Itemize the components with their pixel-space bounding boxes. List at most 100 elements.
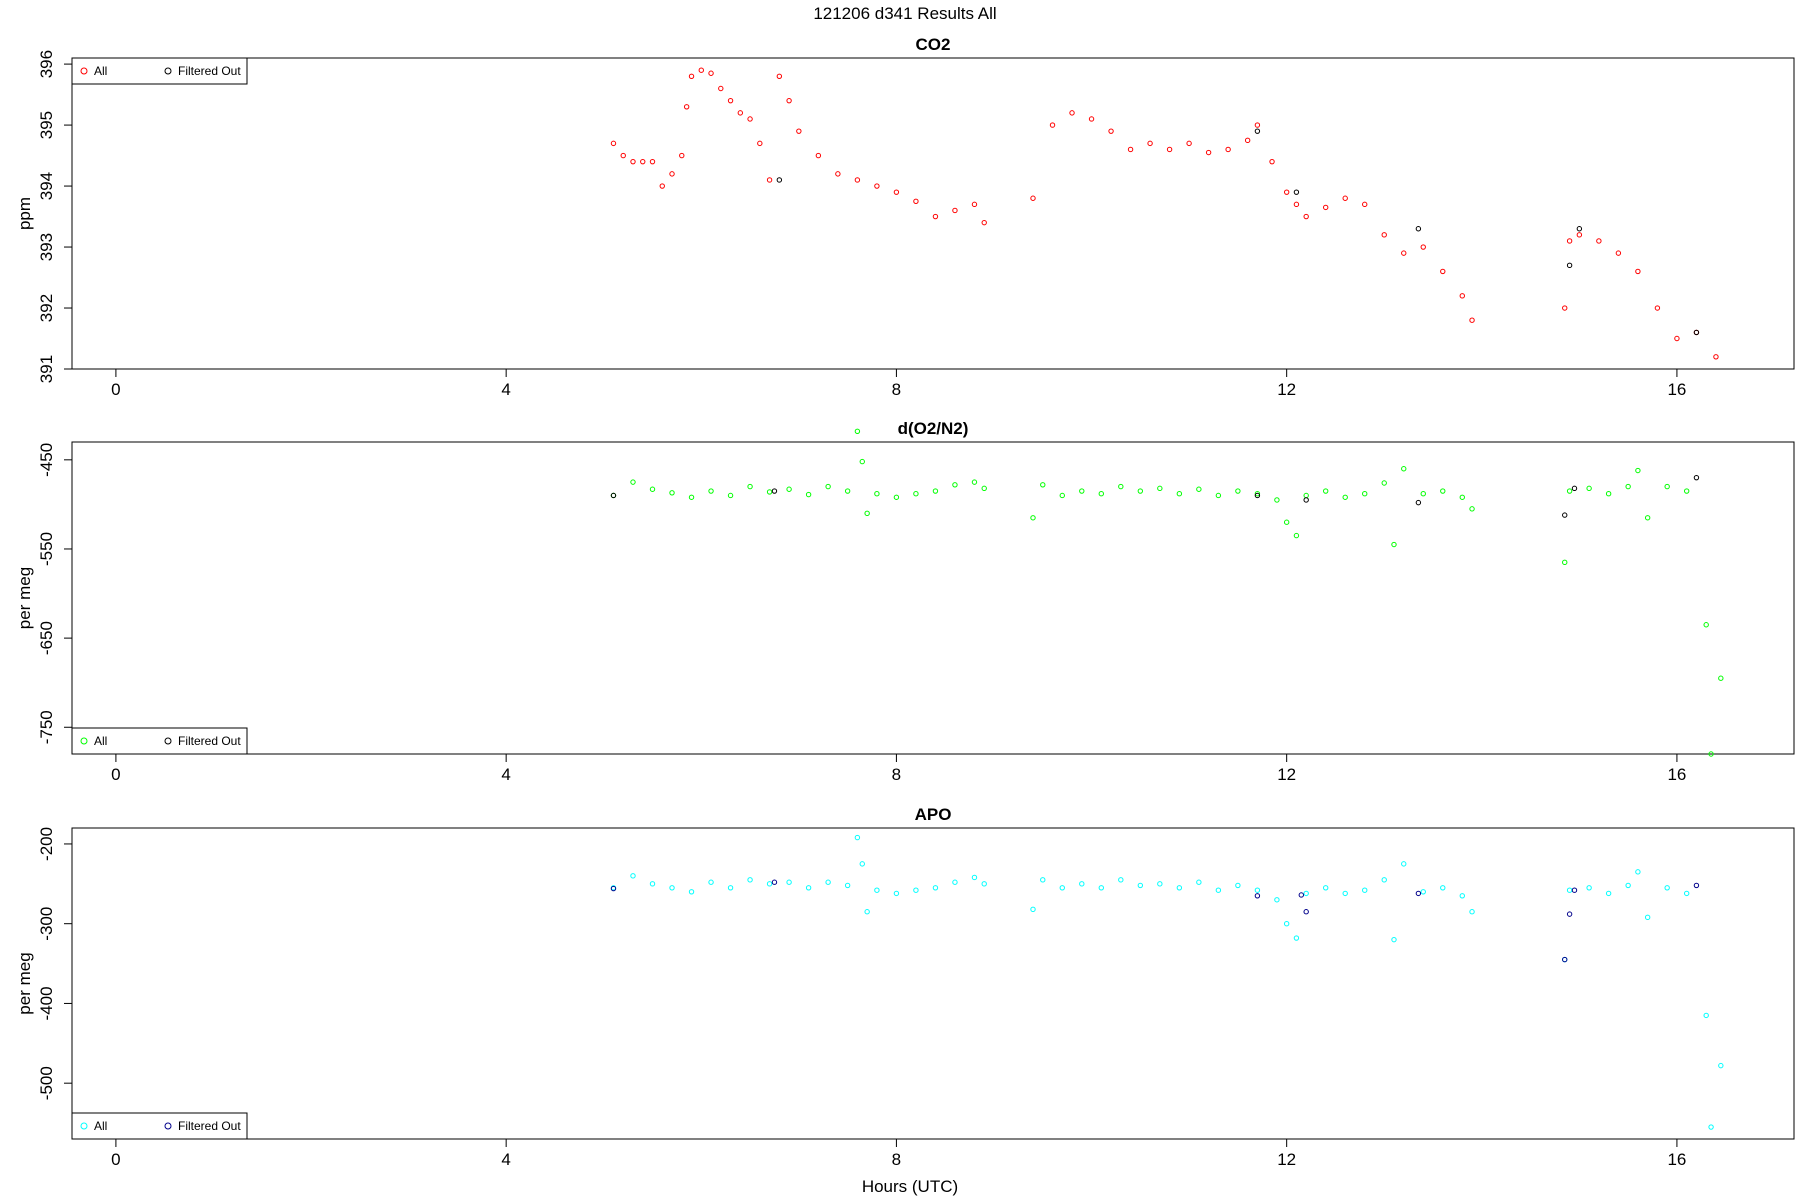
point-d-o2-n2-all-13 bbox=[854, 428, 861, 435]
point-d-o2-n2-all-56 bbox=[1644, 515, 1651, 521]
series-apo-filtered-out bbox=[610, 879, 1700, 963]
x-tick-label-apo-16: 16 bbox=[1667, 1150, 1686, 1169]
legend-marker-apo-filtered-out bbox=[164, 1122, 172, 1130]
point-d-o2-n2-all-41 bbox=[1342, 494, 1348, 500]
legend-label-co2-filtered-out: Filtered Out bbox=[178, 64, 241, 78]
point-d-o2-n2-all-37 bbox=[1283, 519, 1290, 525]
point-d-o2-n2-all-29 bbox=[1137, 488, 1144, 494]
point-apo-all-24 bbox=[1040, 877, 1046, 883]
plot-frame-co2 bbox=[71, 57, 1795, 370]
point-d-o2-n2-all-16 bbox=[874, 491, 880, 497]
point-d-o2-n2-all-27 bbox=[1098, 491, 1104, 497]
point-co2-all-18 bbox=[776, 73, 783, 79]
point-apo-all-35 bbox=[1254, 887, 1261, 893]
point-co2-all-28 bbox=[952, 207, 958, 214]
point-d-o2-n2-all-26 bbox=[1079, 488, 1085, 494]
panel-title-apo: APO bbox=[915, 805, 952, 824]
point-apo-all-52 bbox=[1586, 885, 1592, 891]
point-apo-all-9 bbox=[786, 879, 792, 885]
x-tick-label-co2-0: 0 bbox=[111, 380, 120, 399]
y-axis-label-apo: per meg bbox=[15, 952, 34, 1014]
point-co2-all-9 bbox=[688, 73, 695, 79]
point-co2-all-21 bbox=[815, 152, 822, 159]
point-apo-filtered-out-9 bbox=[1693, 882, 1700, 889]
point-apo-all-38 bbox=[1293, 935, 1300, 941]
point-co2-all-15 bbox=[747, 116, 753, 122]
point-apo-all-54 bbox=[1625, 882, 1631, 889]
point-d-o2-n2-all-15 bbox=[864, 510, 870, 517]
point-co2-filtered-out-5 bbox=[1576, 226, 1583, 232]
legend-label-co2-all: All bbox=[94, 64, 107, 78]
point-co2-all-25 bbox=[893, 189, 900, 195]
point-d-o2-n2-all-53 bbox=[1605, 491, 1612, 497]
legend-marker-co2-filtered-out bbox=[164, 67, 172, 75]
plot-frame-d-o2-n2 bbox=[71, 441, 1795, 755]
x-tick-label-apo-0: 0 bbox=[111, 1150, 120, 1169]
point-co2-all-63 bbox=[1654, 305, 1661, 311]
point-apo-all-25 bbox=[1059, 885, 1065, 891]
point-d-o2-n2-all-40 bbox=[1322, 488, 1329, 494]
y-axis-label-d-o2-n2: per meg bbox=[15, 567, 34, 629]
x-tick-label-apo-12: 12 bbox=[1277, 1150, 1296, 1169]
point-co2-all-51 bbox=[1381, 232, 1387, 238]
point-d-o2-n2-all-50 bbox=[1562, 559, 1568, 566]
point-co2-all-66 bbox=[1713, 354, 1719, 360]
point-d-o2-n2-all-17 bbox=[893, 494, 900, 500]
point-co2-all-53 bbox=[1420, 244, 1426, 250]
point-apo-filtered-out-1 bbox=[771, 879, 778, 885]
point-co2-all-56 bbox=[1469, 317, 1475, 323]
x-tick-label-co2-16: 16 bbox=[1667, 380, 1686, 399]
point-apo-all-61 bbox=[1718, 1062, 1724, 1069]
point-apo-all-19 bbox=[932, 885, 939, 891]
point-apo-all-21 bbox=[971, 874, 978, 881]
point-d-o2-n2-all-46 bbox=[1420, 491, 1426, 497]
point-apo-all-6 bbox=[727, 885, 734, 891]
point-co2-all-14 bbox=[737, 110, 744, 116]
point-apo-filtered-out-0 bbox=[610, 885, 617, 892]
point-d-o2-n2-all-6 bbox=[727, 492, 734, 499]
point-co2-all-34 bbox=[1088, 116, 1095, 122]
y-tick-label-d-o2-n2-450: -450 bbox=[37, 443, 56, 477]
point-co2-all-31 bbox=[1030, 195, 1036, 201]
point-d-o2-n2-all-60 bbox=[1708, 751, 1714, 757]
point-co2-all-33 bbox=[1069, 110, 1075, 116]
point-apo-all-2 bbox=[649, 881, 656, 887]
point-co2-all-8 bbox=[683, 104, 690, 110]
point-d-o2-n2-all-24 bbox=[1040, 482, 1046, 488]
point-d-o2-n2-all-42 bbox=[1362, 491, 1368, 497]
point-d-o2-n2-all-61 bbox=[1718, 675, 1724, 681]
point-co2-all-42 bbox=[1244, 137, 1251, 144]
point-co2-all-43 bbox=[1254, 122, 1261, 128]
point-apo-all-12 bbox=[844, 882, 851, 889]
point-co2-all-52 bbox=[1401, 250, 1407, 256]
point-d-o2-n2-all-1 bbox=[630, 479, 636, 485]
point-apo-all-7 bbox=[747, 877, 753, 883]
point-apo-filtered-out-5 bbox=[1415, 890, 1422, 897]
point-d-o2-n2-all-48 bbox=[1459, 494, 1465, 500]
point-d-o2-n2-all-58 bbox=[1683, 488, 1690, 494]
point-d-o2-n2-all-23 bbox=[1030, 515, 1036, 521]
point-co2-all-7 bbox=[679, 152, 685, 159]
legend-marker-d-o2-n2-filtered-out bbox=[164, 737, 172, 745]
point-co2-all-37 bbox=[1147, 140, 1153, 147]
point-d-o2-n2-filtered-out-1 bbox=[771, 488, 778, 494]
point-co2-all-20 bbox=[796, 128, 802, 134]
point-apo-all-32 bbox=[1196, 879, 1202, 885]
point-co2-filtered-out-3 bbox=[1415, 226, 1422, 232]
point-d-o2-n2-all-5 bbox=[708, 488, 714, 494]
point-apo-all-40 bbox=[1322, 885, 1329, 891]
point-apo-all-55 bbox=[1635, 869, 1641, 875]
y-tick-label-co2-392: 392 bbox=[37, 294, 56, 322]
point-apo-all-1 bbox=[630, 873, 636, 879]
point-co2-all-48 bbox=[1322, 204, 1329, 211]
point-apo-all-34 bbox=[1235, 882, 1241, 889]
point-d-o2-n2-all-33 bbox=[1215, 492, 1222, 499]
point-co2-all-2 bbox=[630, 158, 636, 165]
point-apo-all-13 bbox=[854, 834, 861, 841]
point-co2-all-54 bbox=[1440, 268, 1446, 275]
point-apo-all-11 bbox=[825, 879, 831, 885]
point-apo-all-23 bbox=[1030, 906, 1036, 913]
legend-label-apo-all: All bbox=[94, 1119, 107, 1133]
point-d-o2-n2-filtered-out-4 bbox=[1415, 499, 1422, 506]
point-apo-all-60 bbox=[1708, 1124, 1714, 1130]
